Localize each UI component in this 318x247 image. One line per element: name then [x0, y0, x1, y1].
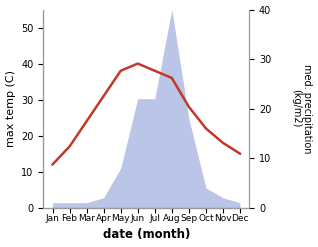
X-axis label: date (month): date (month): [103, 228, 190, 242]
Y-axis label: max temp (C): max temp (C): [5, 70, 16, 147]
Y-axis label: med. precipitation
(kg/m2): med. precipitation (kg/m2): [291, 64, 313, 153]
